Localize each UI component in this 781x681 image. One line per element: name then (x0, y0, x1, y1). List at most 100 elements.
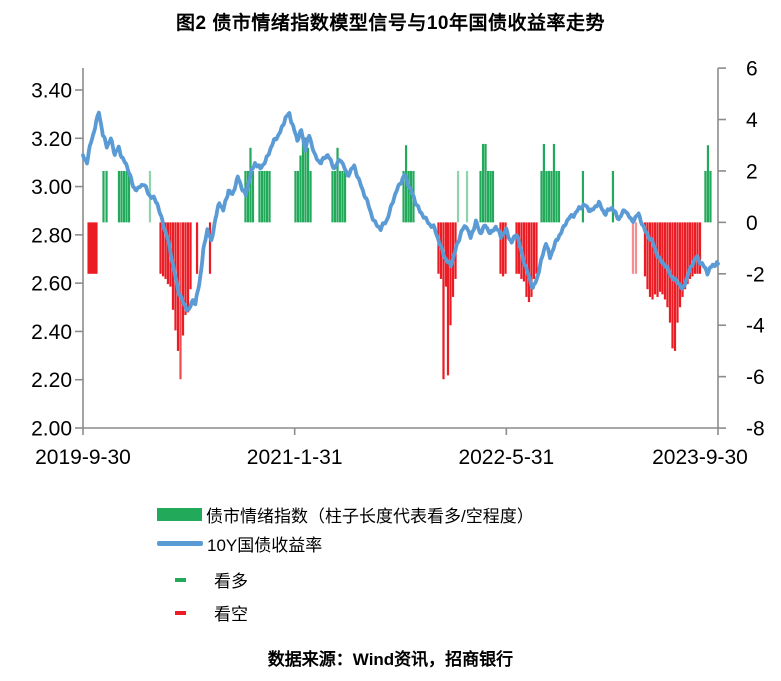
left-axis-tick-label: 2.20 (31, 369, 72, 392)
left-axis-tick-label: 2.60 (31, 273, 72, 296)
sentiment-bar (555, 170, 558, 223)
sentiment-bar (179, 222, 182, 380)
sentiment-bar (634, 222, 638, 274)
sentiment-bar (489, 170, 492, 223)
sentiment-bar (402, 170, 405, 223)
sentiment-bar (338, 170, 342, 223)
sentiment-bar (122, 170, 126, 223)
sentiment-bar (545, 170, 548, 223)
left-axis-tick-label: 3.00 (31, 176, 72, 199)
sentiment-bar (535, 222, 538, 274)
sentiment-bar (181, 222, 185, 336)
sentiment-bar-swatch (157, 508, 202, 521)
sentiment-bar (709, 170, 712, 223)
x-axis-tick-label: 2021-1-31 (247, 446, 343, 469)
sentiment-bar (95, 222, 98, 274)
sentiment-bar (184, 222, 187, 315)
sentiment-bar (189, 222, 192, 290)
sentiment-bar (304, 137, 307, 223)
sentiment-bar (437, 222, 440, 274)
sentiment-bar (299, 155, 302, 223)
sentiment-bar (631, 222, 635, 274)
sentiment-bar (195, 222, 199, 274)
legend-item-bearish: 看空 (157, 600, 248, 625)
sentiment-bar (673, 222, 677, 351)
sentiment-bar (499, 222, 502, 274)
sentiment-bar (581, 170, 585, 223)
sentiment-bar (643, 222, 647, 277)
sentiment-bar (522, 222, 526, 282)
sentiment-bar (552, 143, 556, 223)
left-axis-tick-label: 2.80 (31, 224, 72, 247)
sentiment-bar (159, 222, 162, 274)
sentiment-bar (208, 222, 212, 274)
left-axis-tick-label: 3.20 (31, 128, 72, 151)
sentiment-bar (306, 147, 310, 223)
right-axis-tick-label: -2 (746, 263, 765, 286)
sentiment-bar (661, 222, 664, 295)
legend-item-bullish: 看多 (157, 567, 248, 592)
sentiment-bar (409, 170, 413, 223)
sentiment-bar (532, 222, 536, 279)
sentiment-bar (268, 170, 271, 223)
sentiment-bar (484, 143, 487, 223)
sentiment-bar (656, 222, 659, 297)
right-axis-tick-label: 0 (746, 212, 758, 235)
sentiment-bar (127, 170, 131, 223)
sentiment-bar (260, 170, 264, 223)
sentiment-bar (525, 222, 528, 297)
sentiment-bar (698, 222, 702, 274)
sentiment-bar (550, 170, 553, 223)
sentiment-bar (246, 170, 250, 223)
sentiment-bar (663, 222, 667, 300)
sentiment-bar (653, 222, 657, 295)
sentiment-bar (296, 170, 300, 223)
sentiment-bar (91, 222, 94, 274)
sentiment-bar (164, 222, 167, 279)
sentiment-bar (527, 222, 531, 303)
left-axis-tick-label: 2.40 (31, 321, 72, 344)
sentiment-bar (542, 143, 545, 223)
sentiment-bar (333, 170, 337, 223)
chart-title: 图2 债市情绪指数模型信号与10年国债收益率走势 (176, 13, 605, 34)
right-axis-tick-label: -4 (746, 315, 765, 338)
sentiment-bar (611, 170, 615, 223)
sentiment-bar (125, 170, 128, 223)
sentiment-bar (343, 170, 347, 223)
sentiment-bar (646, 222, 649, 290)
chart-plot: 3.40 3.20 3.00 2.80 2.60 2.40 2.20 2.00 6 4 2 0 -2 -4… (31, 58, 765, 469)
legend-bearish-label: 看空 (214, 605, 248, 624)
sentiment-bar (186, 222, 190, 313)
sentiment-bar (479, 170, 482, 223)
legend-yield-label: 10Y国债收益率 (207, 536, 323, 555)
sentiment-bar (309, 170, 312, 223)
sentiment-bar (444, 222, 448, 287)
bullish-bars (102, 137, 712, 223)
sentiment-bar (336, 147, 339, 223)
sentiment-bar (456, 170, 460, 223)
legend-bullish-label: 看多 (214, 572, 248, 591)
sentiment-bar (446, 222, 450, 376)
sentiment-bar (442, 222, 445, 380)
yield-line-swatch (157, 541, 203, 546)
sentiment-bar (491, 170, 495, 223)
sentiment-bar (465, 170, 469, 223)
sentiment-bar (691, 222, 694, 277)
right-axis-tick-label: -8 (746, 418, 765, 441)
sentiment-bar (407, 170, 410, 223)
bearish-bars (87, 222, 702, 380)
sentiment-bar (530, 222, 533, 297)
sentiment-bar (449, 222, 452, 326)
sentiment-bar (105, 170, 108, 223)
sentiment-bar (249, 147, 252, 223)
legend-item-sentiment: 债市情绪指数（柱子长度代表看多/空程度） (157, 502, 534, 527)
right-axis-tick-label: 6 (746, 58, 758, 81)
x-axis-tick-label: 2022-5-31 (458, 446, 554, 469)
sentiment-bar (504, 222, 507, 274)
sentiment-bar (486, 170, 490, 223)
sentiment-bar (557, 170, 561, 223)
sentiment-bar (671, 222, 674, 349)
sentiment-bar (651, 222, 654, 300)
sentiment-bar (683, 222, 687, 290)
